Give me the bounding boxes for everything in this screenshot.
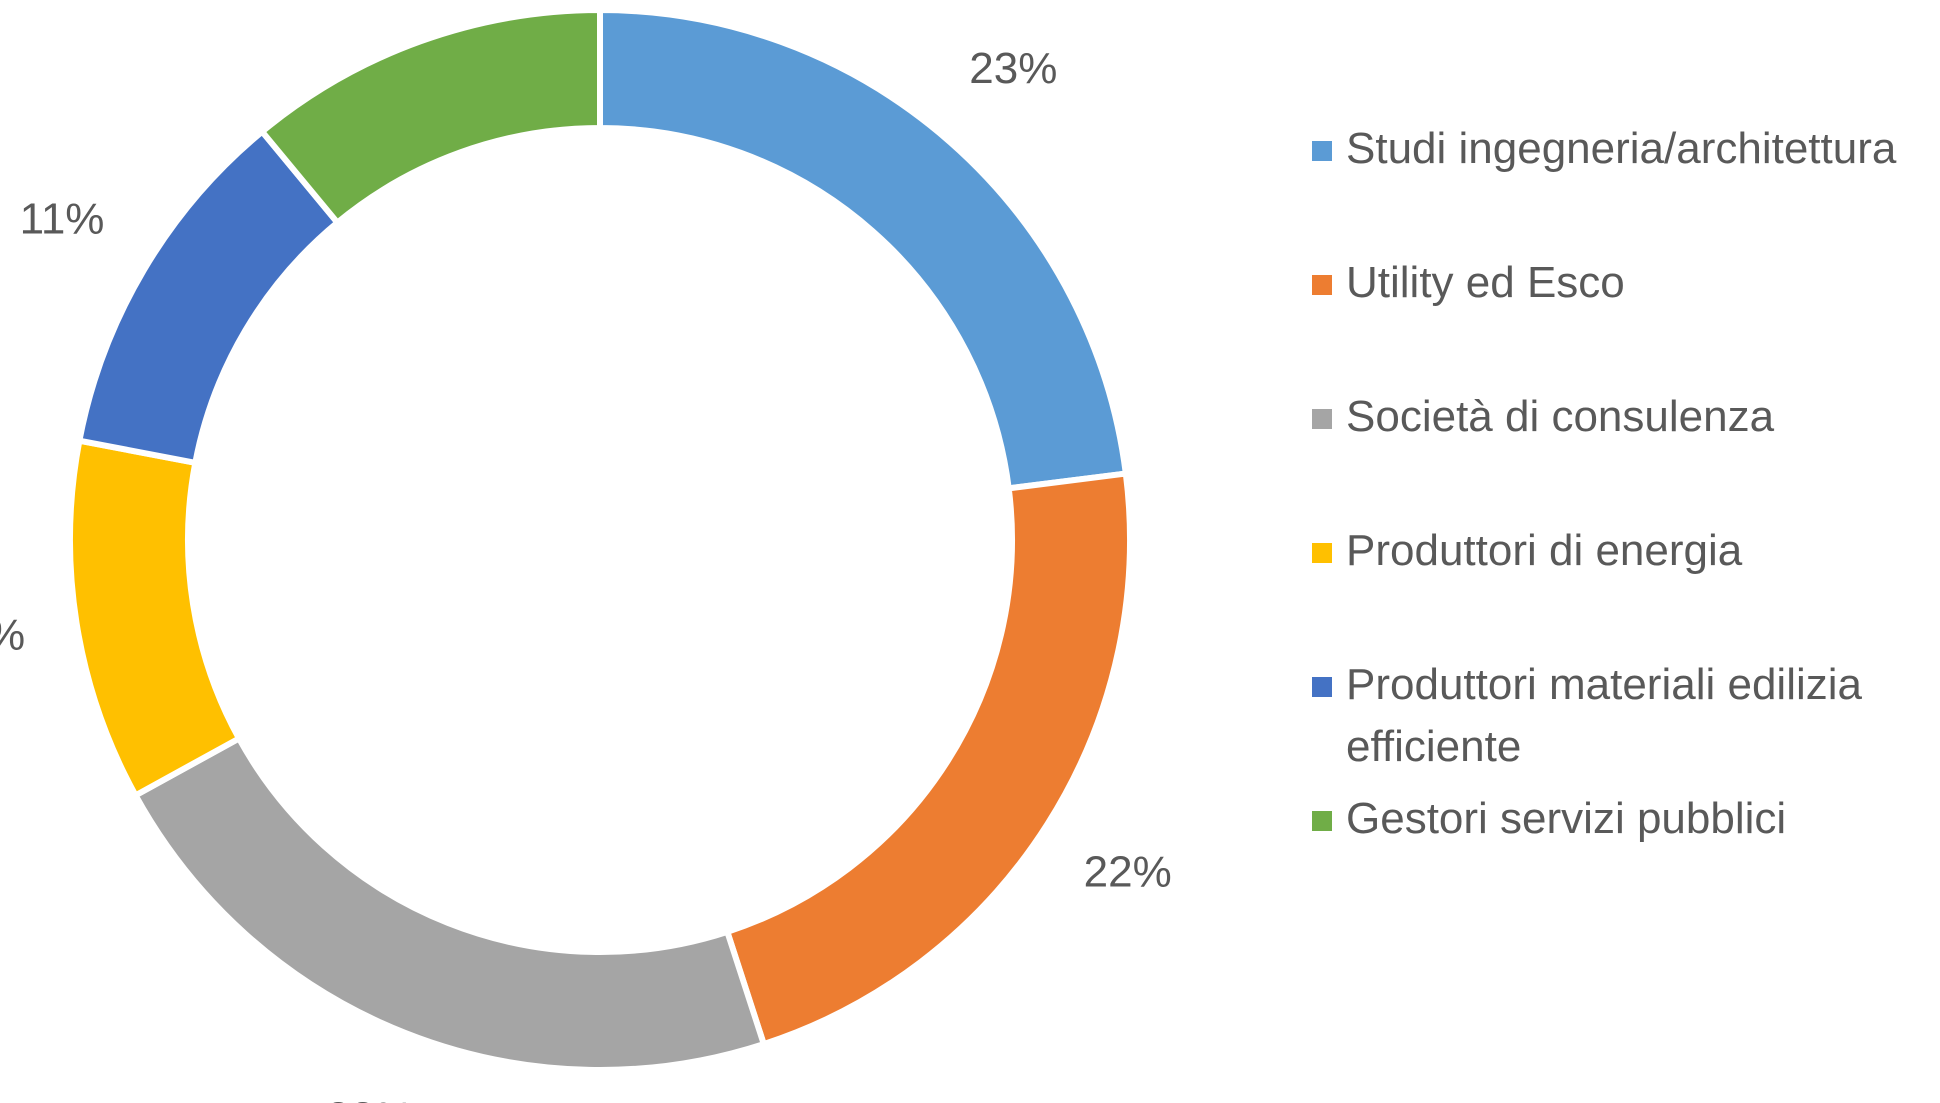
donut-slice-materiali (75, 127, 342, 467)
legend-label-utility: Utility ed Esco (1346, 258, 1625, 307)
data-label-materiali: 11% (20, 194, 105, 243)
legend-item-energia: Produttori di energia (1310, 520, 1940, 582)
legend-item-gestori: Gestori servizi pubblici (1310, 788, 1940, 850)
donut-slice-gestori (257, 6, 603, 227)
legend-item-consulenza: Società di consulenza (1310, 386, 1940, 448)
legend-label-consulenza: Società di consulenza (1346, 392, 1775, 441)
data-label-energia: 11% (0, 610, 25, 659)
legend-swatch-energia (1312, 543, 1332, 563)
legend-label-studi: Studi ingegneria/architettura (1346, 124, 1897, 173)
chart-legend: Studi ingegneria/architettura Utility ed… (1310, 118, 1940, 922)
legend-label-energia: Produttori di energia (1346, 526, 1743, 575)
data-label-utility: 22% (1084, 848, 1172, 897)
legend-item-materiali: Produttori materiali edilizia efficiente (1310, 654, 1940, 778)
data-label-studi: 23% (969, 44, 1057, 93)
legend-label-materiali: Produttori materiali edilizia efficiente (1346, 660, 1862, 771)
legend-swatch-gestori (1312, 811, 1332, 831)
donut-slice-consulenza (131, 734, 768, 1073)
donut-slice-energia (67, 437, 244, 800)
legend-item-utility: Utility ed Esco (1310, 252, 1940, 314)
legend-swatch-studi (1312, 141, 1332, 161)
data-label-consulenza: 22% (326, 1094, 414, 1103)
legend-item-studi: Studi ingegneria/architettura (1310, 118, 1940, 180)
donut-slice-utility (723, 470, 1133, 1048)
legend-swatch-consulenza (1312, 409, 1332, 429)
legend-swatch-utility (1312, 275, 1332, 295)
legend-label-gestori: Gestori servizi pubblici (1346, 794, 1787, 843)
legend-swatch-materiali (1312, 677, 1332, 697)
